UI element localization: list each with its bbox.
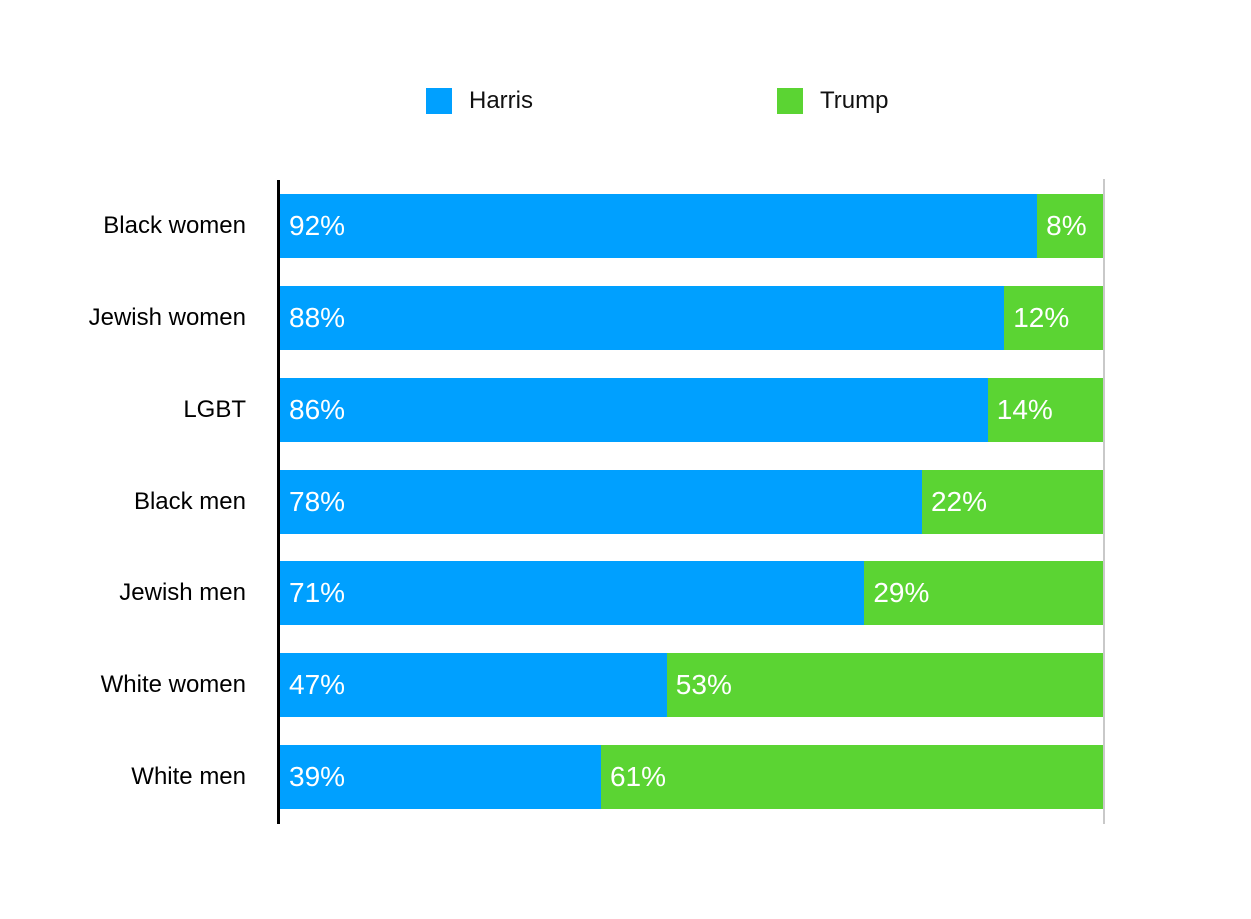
chart-row: Jewish men 71% 29% bbox=[0, 547, 1103, 639]
stacked-bar: 88% 12% bbox=[280, 285, 1103, 350]
value-label: 22% bbox=[930, 485, 987, 517]
value-label: 88% bbox=[289, 301, 346, 333]
trump-bar-segment: 53% bbox=[666, 653, 1103, 718]
value-label: 29% bbox=[873, 577, 930, 609]
trump-bar-segment: 29% bbox=[864, 561, 1103, 626]
trump-bar-segment: 14% bbox=[987, 377, 1103, 442]
category-label: LGBT bbox=[183, 395, 246, 423]
value-label: 78% bbox=[289, 485, 346, 517]
category-label: Black women bbox=[103, 211, 246, 239]
legend-label-harris: Harris bbox=[469, 87, 533, 114]
chart-row: Jewish women 88% 12% bbox=[0, 272, 1103, 364]
value-label: 92% bbox=[289, 209, 346, 241]
category-label: Jewish men bbox=[119, 579, 246, 607]
chart-row: LGBT 86% 14% bbox=[0, 364, 1103, 456]
stacked-bar: 71% 29% bbox=[280, 561, 1103, 626]
harris-bar-segment: 86% bbox=[280, 377, 988, 442]
plot-right-border bbox=[1103, 179, 1105, 824]
trump-bar-segment: 61% bbox=[600, 745, 1103, 810]
trump-bar-segment: 12% bbox=[1004, 285, 1103, 350]
harris-bar-segment: 78% bbox=[280, 469, 922, 534]
stacked-bar: 92% 8% bbox=[280, 193, 1103, 258]
stacked-bar: 78% 22% bbox=[280, 469, 1103, 534]
chart-row: White women 47% 53% bbox=[0, 639, 1103, 731]
stacked-bar: 86% 14% bbox=[280, 377, 1103, 442]
harris-bar-segment: 71% bbox=[280, 561, 865, 626]
y-axis-line bbox=[277, 180, 280, 824]
legend-label-trump: Trump bbox=[820, 87, 889, 114]
stacked-bar: 39% 61% bbox=[280, 745, 1103, 810]
category-label: White women bbox=[100, 671, 246, 699]
trump-bar-segment: 22% bbox=[921, 469, 1103, 534]
value-label: 12% bbox=[1013, 301, 1070, 333]
value-label: 47% bbox=[289, 669, 346, 701]
stacked-bar: 47% 53% bbox=[280, 653, 1103, 718]
value-label: 39% bbox=[289, 761, 346, 793]
value-label: 14% bbox=[996, 393, 1053, 425]
value-label: 71% bbox=[289, 577, 346, 609]
category-label: Black men bbox=[133, 487, 246, 515]
chart-row: Black men 78% 22% bbox=[0, 456, 1103, 548]
legend-item-trump[interactable]: Trump bbox=[777, 87, 888, 115]
trump-swatch-icon bbox=[777, 88, 803, 114]
plot-rows: Black women 92% 8% Jewish women 88% 12% LGBT 86… bbox=[0, 180, 1103, 823]
harris-bar-segment: 47% bbox=[280, 653, 667, 718]
legend-item-harris[interactable]: Harris bbox=[426, 87, 533, 115]
category-label: Jewish women bbox=[88, 303, 246, 331]
harris-bar-segment: 88% bbox=[280, 285, 1005, 350]
chart-row: White men 39% 61% bbox=[0, 731, 1103, 823]
value-label: 86% bbox=[289, 393, 346, 425]
trump-bar-segment: 8% bbox=[1037, 193, 1103, 258]
value-label: 53% bbox=[675, 669, 732, 701]
harris-swatch-icon bbox=[426, 88, 452, 114]
harris-bar-segment: 39% bbox=[280, 745, 601, 810]
harris-bar-segment: 92% bbox=[280, 193, 1038, 258]
category-label: White men bbox=[131, 763, 246, 791]
value-label: 8% bbox=[1046, 209, 1087, 241]
chart-row: Black women 92% 8% bbox=[0, 180, 1103, 272]
value-label: 61% bbox=[609, 761, 667, 793]
